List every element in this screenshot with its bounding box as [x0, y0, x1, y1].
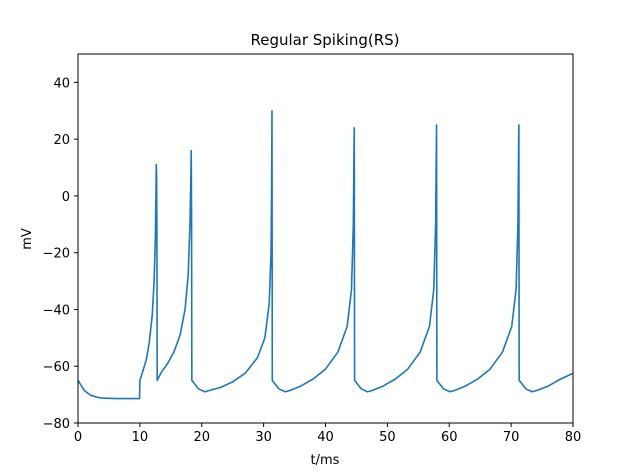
y-tick-label--20: −20 — [43, 247, 70, 262]
y-tick-label--60: −60 — [43, 360, 70, 375]
y-tick-label-20: 20 — [53, 133, 70, 148]
x-tick-label-70: 70 — [503, 430, 520, 445]
x-tick-label-60: 60 — [441, 430, 458, 445]
y-tick-label-40: 40 — [53, 76, 70, 91]
x-tick-label-10: 10 — [132, 430, 149, 445]
x-axis-label: t/ms — [311, 453, 340, 468]
x-tick-label-40: 40 — [317, 430, 334, 445]
y-axis-label: mV — [20, 228, 35, 250]
y-tick-label--40: −40 — [43, 303, 70, 318]
x-tick-label-50: 50 — [379, 430, 396, 445]
x-tick-label-20: 20 — [193, 430, 210, 445]
chart-title: Regular Spiking(RS) — [250, 31, 399, 49]
axes-frame — [77, 53, 574, 424]
x-tick-label-0: 0 — [74, 430, 82, 445]
y-tick-label-0: 0 — [62, 190, 70, 205]
y-tick-label--80: −80 — [43, 417, 70, 432]
x-tick-label-30: 30 — [255, 430, 272, 445]
x-tick-label-80: 80 — [565, 430, 582, 445]
plot-area: 0 10 20 30 40 50 60 70 80 −80 −60 −40 −20 0 20 40 — [43, 53, 582, 445]
series-line-0 — [78, 109, 573, 400]
